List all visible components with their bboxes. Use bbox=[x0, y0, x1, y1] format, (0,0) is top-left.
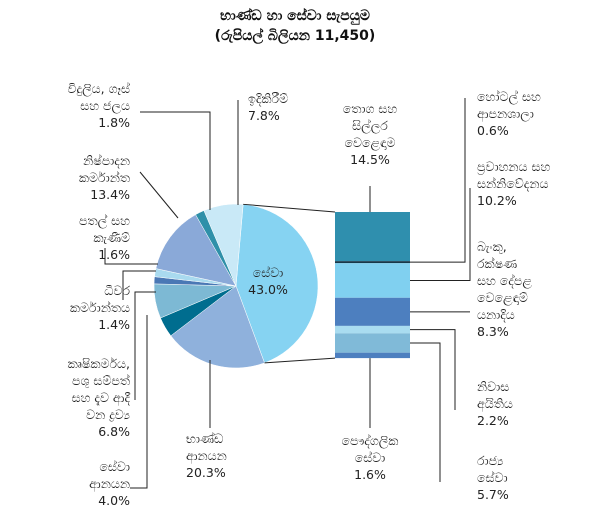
label-name: විදුලිය, ගෑස් සහ ජලය bbox=[67, 81, 130, 113]
connector bbox=[264, 357, 336, 364]
slice-label: පතල් සහ කැණීම් 1.6% bbox=[79, 212, 130, 263]
label-name: ධීවර කර්මාන්තය bbox=[69, 283, 130, 315]
breakdown-bar bbox=[335, 352, 410, 359]
chart-title: භාණ්ඩ හා සේවා සැපයුම bbox=[220, 8, 370, 24]
label-value: 1.4% bbox=[98, 317, 130, 332]
label-name: සේවා ආනයන bbox=[89, 459, 130, 491]
label-name: ප්‍රවාහනය සහ සන්නිවේදනය bbox=[477, 159, 551, 191]
label-value: 1.8% bbox=[98, 115, 130, 130]
slice-label: නිවාස අයිතිය 2.2% bbox=[477, 378, 513, 429]
label-value: 13.4% bbox=[90, 187, 130, 202]
label-name: ඉදිකිරීම් bbox=[248, 91, 289, 106]
slice-label: භාණ්ඩ ආනයන 20.3% bbox=[186, 430, 227, 481]
label-value: 1.6% bbox=[98, 247, 130, 262]
leader-line bbox=[122, 270, 156, 300]
label-name: බැංකු, රක්ෂණ සහ දේපළ වෙළෙඳාම් යනාදිය bbox=[477, 239, 532, 322]
slice-label: සේවා 43.0% bbox=[248, 264, 288, 298]
leader-line bbox=[410, 188, 471, 281]
leader-line bbox=[410, 342, 441, 482]
slice-label: හෝටල් සහ ආපනශාලා 0.6% bbox=[477, 88, 541, 139]
leader-line bbox=[104, 248, 158, 265]
label-value: 7.8% bbox=[248, 108, 280, 123]
label-name: නිවාස අයිතිය bbox=[477, 379, 513, 411]
slice-label: නිෂ්පාදන කර්මාන්ත 13.4% bbox=[79, 152, 130, 203]
slice-label: රාජ්‍ය සේවා 5.7% bbox=[477, 452, 509, 503]
label-name: රාජ්‍ය සේවා bbox=[477, 453, 508, 485]
pie-slice bbox=[155, 214, 237, 287]
slice-label: බැංකු, රක්ෂණ සහ දේපළ වෙළෙඳාම් යනාදිය 8.3% bbox=[477, 238, 532, 340]
slice-label: කෘෂිකර්මය, පශු සම්පත් සහ දැව ආදී වන ද්‍ර… bbox=[68, 355, 130, 440]
label-value: 10.2% bbox=[477, 193, 517, 208]
breakdown-bar bbox=[335, 297, 410, 326]
pie-slice bbox=[170, 285, 265, 369]
slice-label: විදුලිය, ගෑස් සහ ජලය 1.8% bbox=[68, 80, 130, 131]
leader-line bbox=[134, 291, 156, 400]
leader-line bbox=[140, 111, 211, 210]
slice-label: ඉදිකිරීම් 7.8% bbox=[248, 90, 288, 124]
label-name: කෘෂිකර්මය, පශු සම්පත් සහ දැව ආදී වන ද්‍ර… bbox=[67, 356, 130, 422]
slice-label: ප්‍රවාහනය සහ සන්නිවේදනය 10.2% bbox=[477, 158, 550, 209]
slice-label: තොග සහ සිල්ලර වෙළෙඳාම 14.5% bbox=[343, 100, 398, 168]
breakdown-bar bbox=[335, 333, 410, 353]
label-value: 4.0% bbox=[98, 493, 130, 508]
leader-line bbox=[139, 171, 179, 219]
pie-slice bbox=[235, 204, 319, 364]
label-name: හෝටල් සහ ආපනශාලා bbox=[477, 89, 541, 121]
pie-slice bbox=[203, 203, 244, 287]
slice-label: සේවා ආනයන 4.0% bbox=[89, 458, 130, 509]
connector bbox=[243, 203, 336, 213]
chart-subtitle: (රුපියල් බිලියන 11,450) bbox=[214, 28, 376, 44]
label-name: තොග සහ සිල්ලර වෙළෙඳාම bbox=[342, 101, 398, 150]
label-name: පෞද්ගලික සේවා bbox=[341, 433, 399, 465]
breakdown-bar bbox=[335, 261, 410, 264]
label-value: 2.2% bbox=[477, 413, 509, 428]
label-value: 14.5% bbox=[350, 152, 390, 167]
slice-label: පෞද්ගලික සේවා 1.6% bbox=[342, 432, 399, 483]
leader-line bbox=[130, 315, 148, 489]
label-value: 0.6% bbox=[477, 123, 509, 138]
breakdown-bar bbox=[335, 325, 410, 334]
label-value: 6.8% bbox=[98, 424, 130, 439]
slice-label: ධීවර කර්මාන්තය 1.4% bbox=[70, 282, 130, 333]
leader-line bbox=[410, 98, 466, 263]
label-value: 5.7% bbox=[477, 487, 509, 502]
label-name: නිෂ්පාදන කර්මාන්ත bbox=[78, 153, 130, 185]
breakdown-bar bbox=[335, 212, 410, 262]
label-value: 8.3% bbox=[477, 324, 509, 339]
label-value: 1.6% bbox=[354, 467, 386, 482]
breakdown-bar bbox=[335, 263, 410, 298]
label-name: භාණ්ඩ ආනයන bbox=[186, 431, 227, 463]
label-value: 43.0% bbox=[248, 282, 288, 297]
label-name: පතල් සහ කැණීම් bbox=[79, 213, 130, 245]
label-value: 20.3% bbox=[186, 465, 226, 480]
label-name: සේවා bbox=[252, 265, 284, 280]
leader-line bbox=[410, 329, 456, 410]
